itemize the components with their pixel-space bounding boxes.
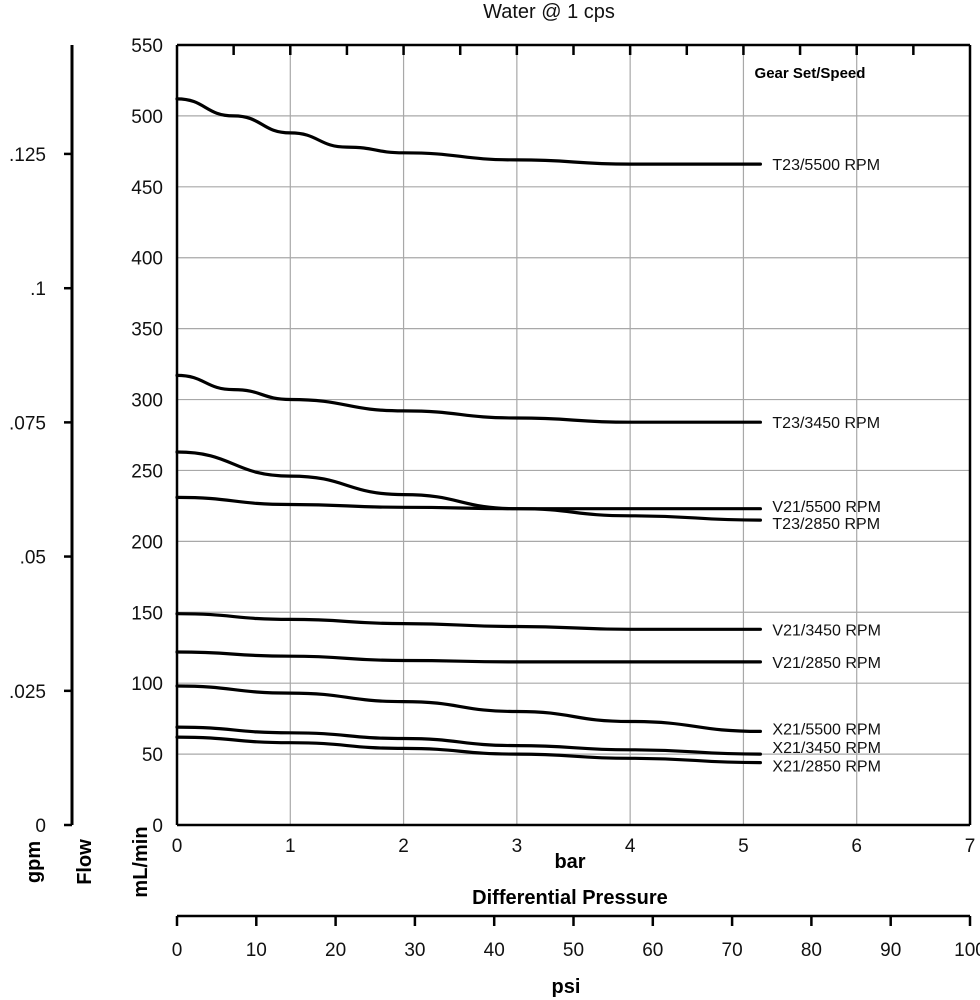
- y-tick-label: 550: [131, 36, 163, 57]
- y-tick-label: 100: [131, 674, 163, 695]
- x-tick-label: 2: [398, 836, 409, 857]
- psi-tick-label: 30: [404, 940, 425, 961]
- series-label: T23/3450 RPM: [772, 415, 880, 432]
- y-tick-label: 400: [131, 249, 163, 270]
- gpm-tick-label: .075: [9, 413, 46, 434]
- series-label: X21/2850 RPM: [772, 758, 881, 775]
- gpm-tick-label: .025: [9, 682, 46, 703]
- series-label: V21/5500 RPM: [772, 499, 881, 516]
- y-tick-label: 50: [142, 745, 163, 766]
- gpm-tick-label: .1: [30, 279, 46, 300]
- axes: 0 1 2 3 4 5 6 705010015020025030035040045050055…: [9, 36, 980, 961]
- psi-tick-label: 60: [642, 940, 663, 961]
- x-tick-label: 1: [285, 836, 296, 857]
- series-line: [175, 684, 762, 733]
- series-line: [175, 373, 762, 424]
- psi-tick-label: 20: [325, 940, 346, 961]
- gpm-tick-label: 0: [35, 816, 46, 837]
- series-line: [175, 450, 762, 522]
- y-tick-label: 250: [131, 461, 163, 482]
- y-axis-label-ml-min: mL/min: [130, 826, 152, 897]
- gpm-tick-label: .05: [20, 548, 46, 569]
- x-tick-label: 0: [172, 836, 183, 857]
- psi-tick-label: 90: [880, 940, 901, 961]
- y-tick-label: 300: [131, 391, 163, 412]
- series-line: [175, 612, 762, 631]
- x-tick-label: 3: [512, 836, 523, 857]
- psi-tick-label: 100: [954, 940, 980, 961]
- y-axis-label-flow: Flow: [74, 839, 96, 885]
- chart-title: Water @ 1 cps: [483, 1, 615, 23]
- gpm-tick-label: .125: [9, 145, 46, 166]
- y-tick-label: 500: [131, 107, 163, 128]
- psi-tick-label: 50: [563, 940, 584, 961]
- x-tick-label: 5: [738, 836, 749, 857]
- psi-tick-label: 40: [484, 940, 505, 961]
- x-axis-title: Differential Pressure: [472, 887, 668, 909]
- y-tick-label: 200: [131, 532, 163, 553]
- psi-tick-label: 10: [246, 940, 267, 961]
- series-line: [175, 97, 762, 166]
- plot-frame: [175, 43, 972, 827]
- x-axis-label-psi: psi: [552, 976, 581, 998]
- psi-tick-label: 0: [172, 940, 183, 961]
- series-line: [175, 650, 762, 664]
- series-line: [175, 735, 762, 765]
- series-label: T23/2850 RPM: [772, 516, 880, 533]
- y-tick-label: 150: [131, 603, 163, 624]
- series-group: T23/5500 RPM T23/3450 RPM V21/5500 RPMT23/…: [175, 97, 881, 775]
- psi-tick-label: 80: [801, 940, 822, 961]
- x-tick-label: 6: [851, 836, 862, 857]
- series-label: T23/5500 RPM: [772, 157, 880, 174]
- y-axis-label-gpm: gpm: [23, 841, 45, 883]
- legend-title: Gear Set/Speed: [755, 65, 866, 82]
- series-label: X21/5500 RPM: [772, 722, 881, 739]
- series-label: V21/2850 RPM: [772, 655, 881, 672]
- y-tick-label: 350: [131, 320, 163, 341]
- series-label: V21/3450 RPM: [772, 622, 881, 639]
- psi-tick-label: 70: [722, 940, 743, 961]
- y-tick-label: 0: [152, 816, 163, 837]
- series-line: [175, 725, 762, 756]
- y-tick-label: 450: [131, 178, 163, 199]
- x-axis-label-bar: bar: [554, 851, 585, 873]
- series-label: X21/3450 RPM: [772, 740, 881, 757]
- series-line: [175, 495, 762, 511]
- x-tick-label: 4: [625, 836, 636, 857]
- x-tick-label: 7: [965, 836, 976, 857]
